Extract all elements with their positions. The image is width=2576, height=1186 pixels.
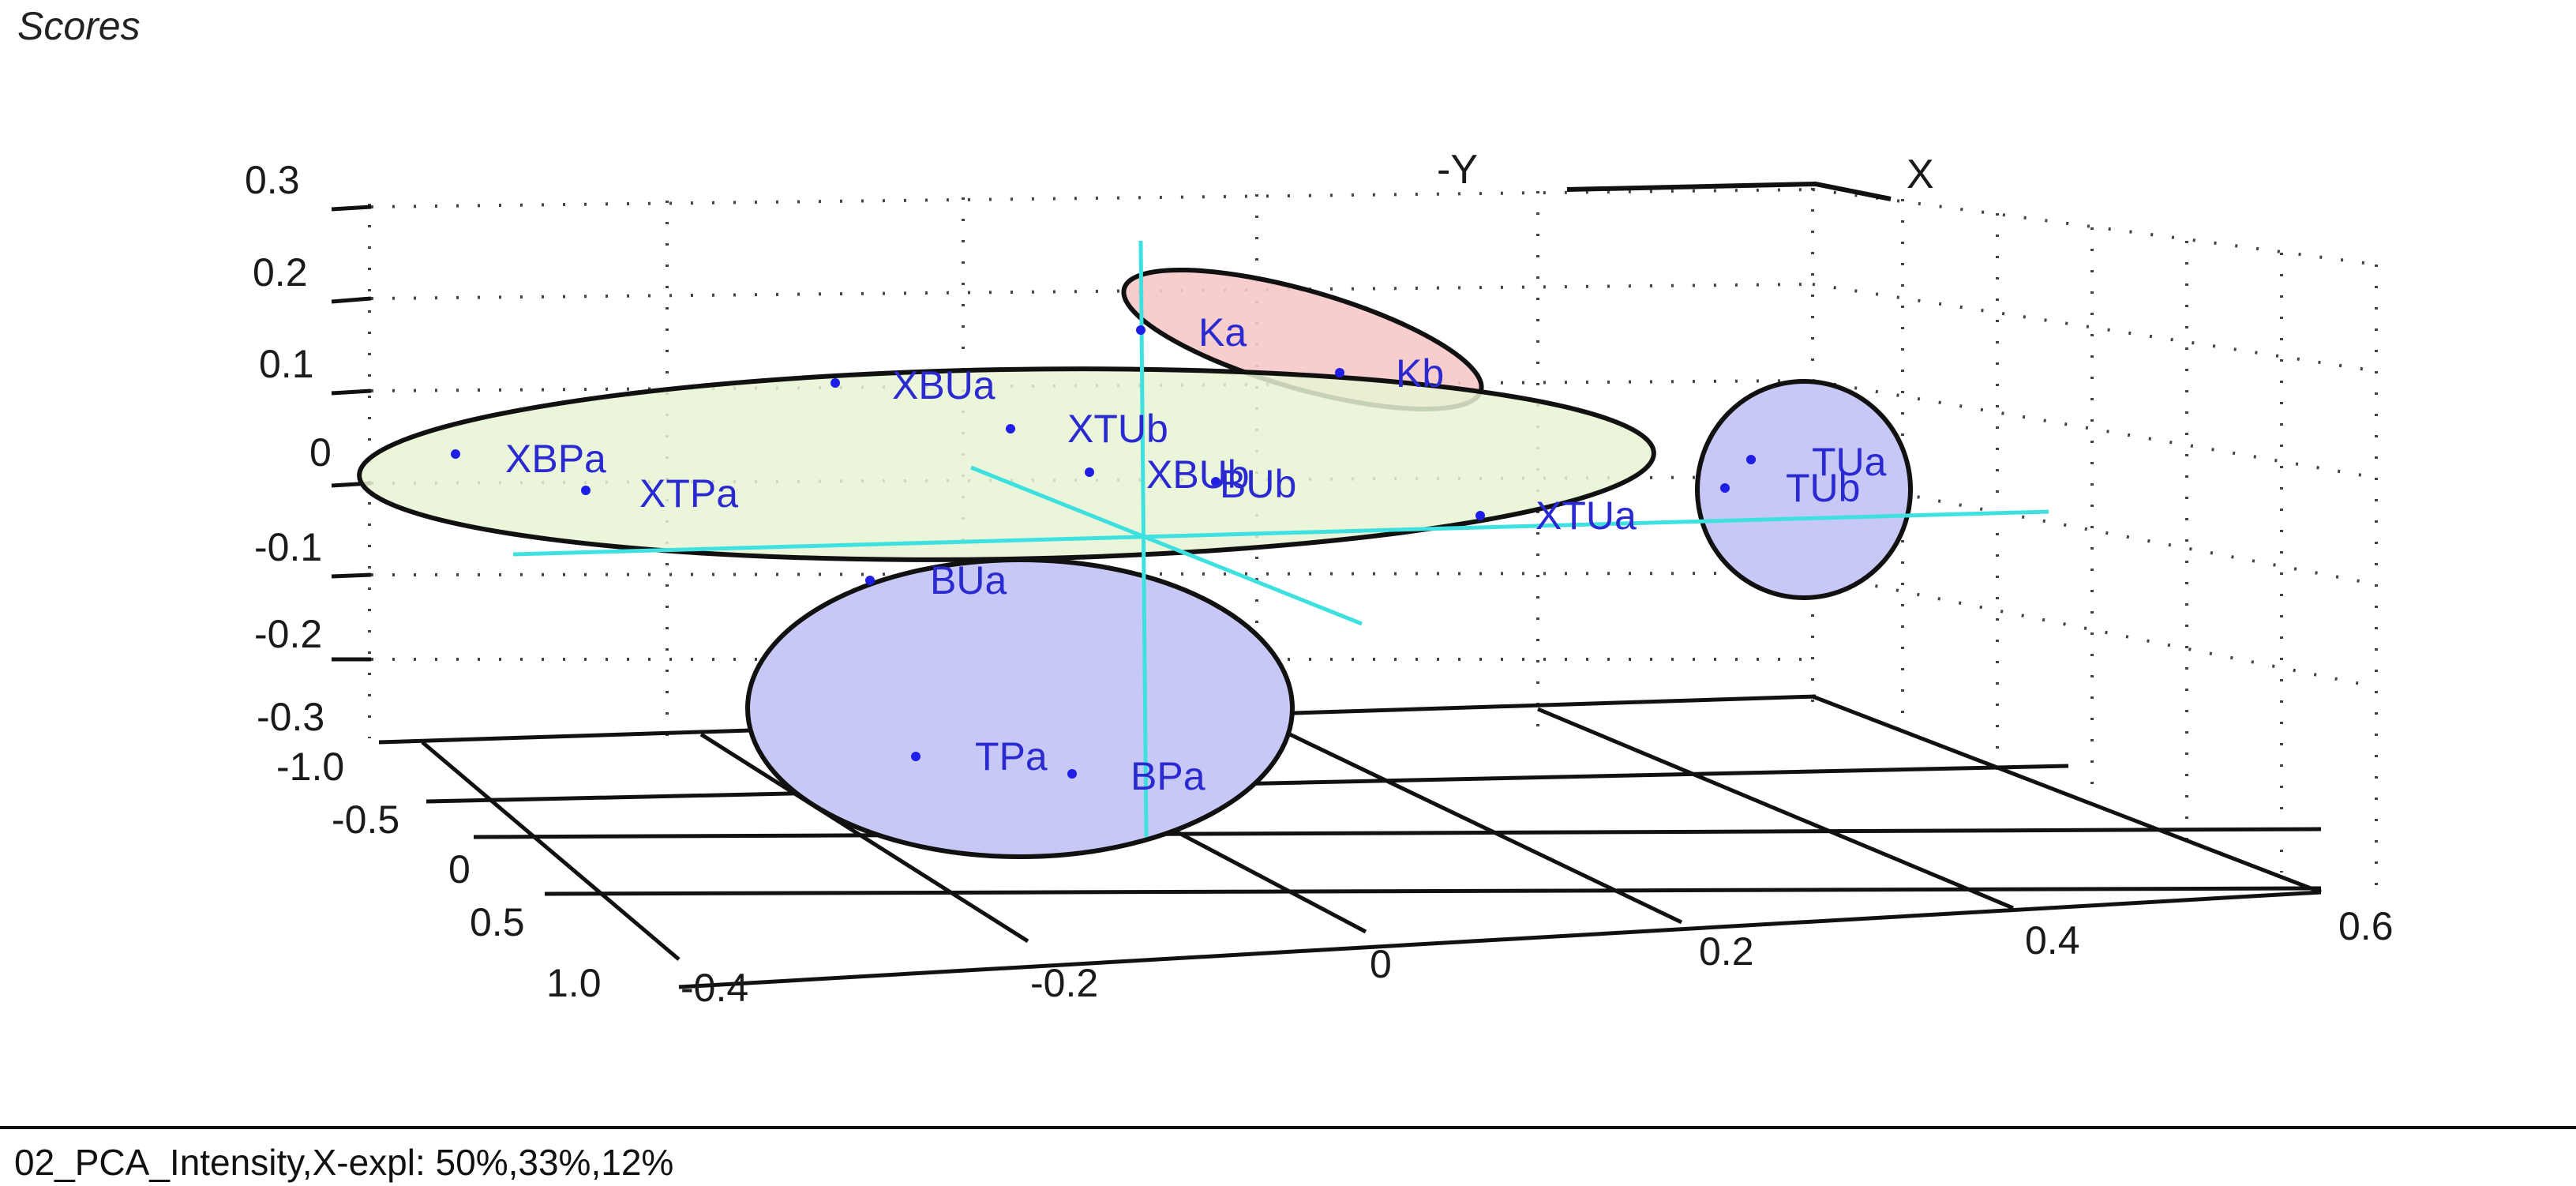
orientation-indicator: -Y X bbox=[1437, 147, 1934, 201]
z-axis-ticks: 0.3 0.2 0.1 0 -0.1 -0.2 -0.3 bbox=[245, 158, 332, 739]
y-tick-label: 0.5 bbox=[470, 900, 525, 944]
point-tpa bbox=[911, 752, 921, 761]
footer-caption: 02_PCA_Intensity,X-expl: 50%,33%,12% bbox=[14, 1142, 673, 1183]
point-labels: Ka Kb XBUa XTUb XBPa XTPa XBUb BUb XTUa … bbox=[505, 310, 1887, 798]
panel-title: Scores bbox=[17, 4, 141, 48]
point-xtub bbox=[1006, 424, 1015, 433]
x-tick-label: -0.4 bbox=[681, 966, 748, 1010]
y-tick-label: 0 bbox=[448, 847, 471, 891]
y-tick-label: -1.0 bbox=[276, 745, 344, 789]
point-xtpa bbox=[581, 486, 591, 495]
x-axis-ticks: -0.4 -0.2 0 0.2 0.4 0.6 bbox=[681, 904, 2394, 1010]
point-label: XBUa bbox=[892, 363, 996, 407]
point-label: BUa bbox=[930, 558, 1007, 602]
origin-axes bbox=[512, 240, 2049, 838]
point-label: Ka bbox=[1198, 310, 1247, 355]
point-label: BUb bbox=[1220, 462, 1296, 506]
point-label: XBUb bbox=[1146, 452, 1250, 497]
group-ellipses bbox=[357, 267, 1913, 859]
point-xtua bbox=[1475, 511, 1485, 520]
x-tick-label: 0.2 bbox=[1699, 929, 1754, 974]
point-label: BPa bbox=[1131, 754, 1206, 798]
z-tick-label: 0.2 bbox=[253, 250, 308, 295]
group-ellipse-b bbox=[745, 557, 1295, 859]
z-tick-label: -0.3 bbox=[257, 695, 324, 739]
group-ellipse-tu bbox=[1695, 379, 1913, 600]
point-label: TUb bbox=[1786, 466, 1860, 510]
y-tick-label: 1.0 bbox=[546, 961, 602, 1005]
point-label: TPa bbox=[975, 734, 1048, 779]
point-tua bbox=[1746, 455, 1756, 464]
y-axis-ticks: -1.0 -0.5 0 0.5 1.0 bbox=[276, 745, 602, 1005]
orientation-label-y: -Y bbox=[1437, 147, 1478, 193]
point-kb bbox=[1335, 368, 1344, 377]
z-tick-marks bbox=[331, 205, 372, 662]
z-tick-label: -0.2 bbox=[254, 612, 322, 656]
point-label: XBPa bbox=[505, 437, 606, 481]
x-tick-label: 0 bbox=[1370, 942, 1392, 986]
x-tick-label: 0.4 bbox=[2025, 918, 2080, 963]
point-tub bbox=[1720, 483, 1730, 493]
orientation-label-x: X bbox=[1907, 152, 1934, 197]
point-label: Kb bbox=[1396, 351, 1444, 396]
point-bpa bbox=[1067, 769, 1077, 779]
z-tick-label: 0.3 bbox=[245, 158, 300, 202]
point-label: TUa bbox=[1812, 440, 1887, 484]
y-tick-label: -0.5 bbox=[332, 798, 399, 842]
point-xbua bbox=[831, 378, 840, 388]
point-label: XTUb bbox=[1067, 407, 1168, 451]
x-tick-label: 0.6 bbox=[2338, 904, 2394, 948]
z-tick-label: 0 bbox=[309, 430, 332, 475]
point-xbpa bbox=[451, 449, 460, 459]
points bbox=[451, 325, 1756, 779]
side-grid bbox=[1812, 188, 2378, 892]
point-label: XTUa bbox=[1535, 494, 1637, 538]
point-label: XTPa bbox=[639, 471, 738, 516]
point-bub bbox=[1211, 477, 1221, 486]
point-xbub bbox=[1085, 467, 1094, 477]
z-tick-label: -0.1 bbox=[254, 525, 322, 569]
z-tick-label: 0.1 bbox=[259, 342, 314, 386]
point-bua bbox=[865, 576, 875, 585]
x-tick-label: -0.2 bbox=[1030, 961, 1098, 1005]
point-ka bbox=[1136, 325, 1146, 335]
